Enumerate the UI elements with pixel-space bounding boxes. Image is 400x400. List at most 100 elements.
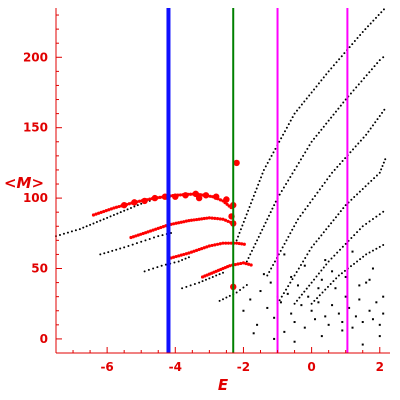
data-point	[112, 214, 115, 216]
data-point	[144, 239, 147, 242]
axes: 0 50 100 150 200 -6 -4 -2 0 2	[23, 8, 390, 374]
data-point	[382, 210, 385, 213]
red-data-point	[141, 197, 148, 205]
data-point	[242, 220, 245, 223]
data-point	[369, 127, 372, 130]
data-point	[211, 275, 214, 278]
data-point	[332, 64, 335, 67]
data-point	[286, 292, 289, 295]
data-point	[264, 221, 267, 224]
red-data-point	[218, 242, 222, 246]
red-data-point	[127, 202, 131, 206]
data-point	[367, 25, 370, 28]
data-point	[318, 188, 321, 191]
data-point	[382, 56, 385, 59]
data-point	[262, 273, 265, 276]
red-data-point	[120, 201, 128, 209]
data-point	[367, 130, 370, 133]
data-point	[315, 240, 318, 243]
red-data-point	[210, 243, 214, 248]
red-data-point	[215, 217, 220, 221]
data-point	[161, 234, 164, 237]
red-data-point	[177, 254, 181, 258]
red-data-point	[161, 225, 165, 229]
data-point	[316, 191, 319, 194]
data-point	[333, 168, 336, 171]
data-point	[297, 267, 300, 270]
data-point	[322, 76, 325, 79]
data-point	[266, 274, 269, 277]
data-point	[344, 295, 347, 298]
data-point	[283, 130, 286, 133]
data-point	[147, 268, 150, 271]
data-point	[293, 321, 296, 324]
red-data-point	[114, 205, 119, 209]
data-point	[318, 294, 321, 297]
data-point	[314, 194, 317, 197]
data-point	[350, 198, 353, 201]
data-point	[140, 202, 143, 205]
data-point	[320, 278, 323, 281]
data-point	[123, 209, 126, 212]
data-point	[280, 137, 283, 140]
data-point	[279, 301, 282, 304]
red-data-point	[179, 220, 183, 224]
data-point	[283, 330, 286, 333]
data-point	[331, 171, 334, 174]
data-point	[273, 260, 276, 263]
data-point	[266, 306, 269, 309]
data-point	[313, 243, 316, 246]
data-point	[78, 228, 81, 231]
red-data-point	[134, 234, 138, 238]
data-point	[317, 237, 320, 240]
red-data-point	[205, 245, 209, 249]
data-point	[119, 247, 122, 250]
data-point	[296, 109, 299, 112]
red-data-point	[131, 199, 138, 206]
data-point	[373, 65, 376, 68]
red-data-point	[197, 247, 201, 252]
data-point	[160, 264, 163, 267]
data-point	[291, 228, 294, 231]
red-data-point	[244, 261, 248, 266]
data-point	[313, 299, 316, 302]
x-tick-label: -4	[169, 360, 182, 374]
data-point	[279, 249, 282, 252]
data-point	[338, 58, 341, 61]
data-point	[356, 231, 359, 234]
data-point	[313, 137, 316, 140]
red-data-point	[109, 207, 113, 211]
red-data-point	[205, 216, 209, 220]
red-data-point	[148, 197, 152, 201]
data-point	[383, 108, 386, 111]
data-point	[74, 229, 77, 232]
data-point	[371, 318, 374, 321]
data-point	[326, 178, 329, 181]
data-point	[204, 278, 207, 281]
data-point	[316, 297, 319, 300]
data-point	[341, 245, 344, 248]
data-point	[111, 249, 114, 252]
data-point	[259, 232, 262, 235]
data-point	[303, 100, 306, 103]
data-point	[308, 284, 311, 287]
data-point	[254, 242, 257, 245]
data-point	[157, 235, 160, 238]
data-point	[341, 160, 344, 163]
data-point	[290, 312, 293, 315]
data-point	[327, 260, 330, 263]
data-point	[249, 298, 252, 301]
data-point	[268, 214, 271, 217]
data-point	[337, 213, 340, 216]
data-point	[143, 270, 146, 273]
data-point	[351, 250, 354, 253]
red-data-point	[207, 244, 211, 248]
red-data-point	[233, 159, 240, 167]
data-point	[302, 260, 305, 263]
data-point	[332, 113, 335, 116]
data-point	[248, 205, 251, 208]
data-point	[375, 247, 378, 250]
red-data-point	[151, 194, 159, 202]
y-tick-label: 0	[40, 332, 48, 346]
data-point	[123, 246, 126, 249]
